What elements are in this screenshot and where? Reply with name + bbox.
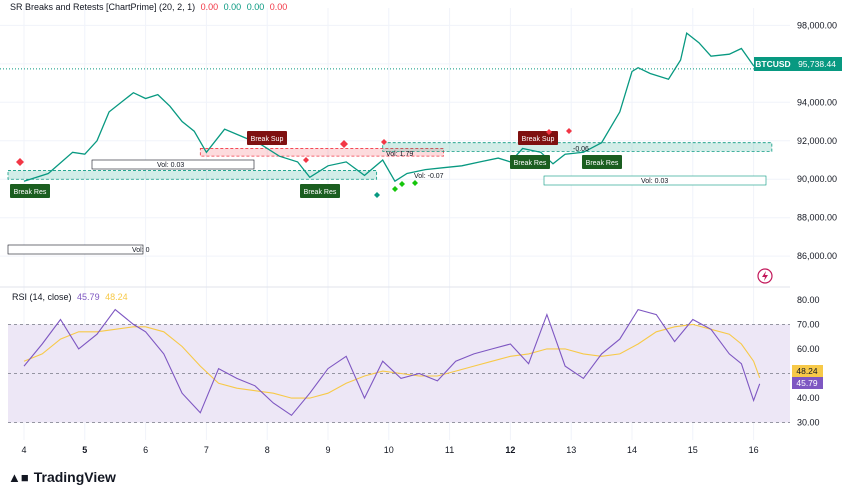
support-zone: [7, 170, 378, 180]
symbol-tag-price: 95,738.44: [798, 59, 836, 69]
break-sup-label: Break Sup: [522, 136, 555, 143]
time-axis-tick: 5: [82, 445, 87, 455]
sell-signal-marker: [16, 158, 24, 166]
break-res-label: Break Res: [304, 189, 337, 196]
price-axis-tick: 94,000.00: [797, 97, 837, 107]
rsi-legend[interactable]: RSI (14, close) 45.79 48.24: [12, 292, 128, 302]
time-axis-tick: 16: [749, 445, 759, 455]
time-axis-tick: 14: [627, 445, 637, 455]
tradingview-logo-icon: ▲■: [8, 470, 29, 485]
break-res-label: Break Res: [14, 189, 47, 196]
indicator-legend[interactable]: SR Breaks and Retests [ChartPrime] (20, …: [10, 2, 287, 12]
sr-annotations: Vol: 0.03 Vol: 0 Vol: 1.79 Vol: -0.07 Vo…: [7, 128, 767, 255]
price-axis: 86,000.00 88,000.00 90,000.00 92,000.00 94,0…: [797, 20, 837, 261]
alert-bolt-icon[interactable]: [757, 268, 773, 284]
brand-name: TradingView: [33, 469, 116, 485]
resistance-zone: [199, 148, 444, 157]
rsi-axis-tick: 70.00: [797, 319, 820, 329]
sell-signal-marker: [340, 140, 348, 148]
sell-signal-marker: [381, 139, 387, 145]
rsi-value-tags: 48.24 45.79: [792, 365, 823, 389]
rsi-line: [23, 308, 761, 417]
indicator-value: 0.00: [200, 2, 219, 12]
time-axis-tick: 12: [505, 445, 515, 455]
time-axis-tick: 8: [265, 445, 270, 455]
rsi-axis-tick: 80.00: [797, 295, 820, 305]
price-axis-tick: 90,000.00: [797, 174, 837, 184]
indicator-value: 0.00: [269, 2, 288, 12]
vol-label: -0.06: [573, 146, 589, 153]
price-axis-tick: 92,000.00: [797, 136, 837, 146]
support-zone: [382, 142, 773, 152]
sr-zones: [7, 142, 773, 180]
break-res-label: Break Res: [514, 160, 547, 167]
time-axis-tick: 11: [445, 445, 454, 455]
time-axis: 4 5 6 7 8 9 10 11 12 13 14 15 16: [21, 445, 758, 455]
rsi-name: RSI (14, close): [12, 292, 72, 302]
sell-signal-marker: [303, 157, 309, 163]
vol-label: Vol: 0: [132, 247, 150, 254]
buy-signal-marker: [399, 181, 405, 187]
vol-label: Vol: 0.03: [641, 178, 668, 185]
sell-signal-marker: [566, 128, 572, 134]
time-axis-tick: 9: [325, 445, 330, 455]
vol-label: Vol: -0.07: [414, 173, 444, 180]
tradingview-logo: ▲■ TradingView: [8, 469, 116, 485]
rsi-value: 45.79: [77, 292, 100, 302]
time-axis-tick: 4: [21, 445, 26, 455]
sell-signal-marker: [546, 129, 552, 135]
time-axis-tick: 13: [566, 445, 576, 455]
price-axis-tick: 98,000.00: [797, 20, 837, 30]
time-axis-tick: 10: [384, 445, 394, 455]
buy-signal-marker: [392, 186, 398, 192]
rsi-tag: 45.79: [796, 378, 818, 388]
buy-signal-marker: [374, 192, 380, 198]
rsi-ma-value: 48.24: [105, 292, 128, 302]
symbol-tag-label: BTCUSD: [755, 59, 790, 69]
price-axis-tick: 86,000.00: [797, 251, 837, 261]
indicator-value: 0.00: [223, 2, 242, 12]
rsi-axis-tick: 40.00: [797, 393, 820, 403]
break-sup-label: Break Sup: [251, 136, 284, 143]
price-axis-tick: 88,000.00: [797, 213, 837, 223]
price-series-line: [23, 31, 760, 183]
symbol-price-tag: BTCUSD 95,738.44: [754, 57, 842, 71]
rsi-axis-tick: 30.00: [797, 418, 820, 428]
vol-label: Vol: 0.03: [157, 162, 184, 169]
time-axis-tick: 15: [688, 445, 698, 455]
time-axis-tick: 6: [143, 445, 148, 455]
rsi-axis-tick: 60.00: [797, 344, 820, 354]
break-res-label: Break Res: [586, 160, 619, 167]
vol-label: Vol: 1.79: [386, 151, 413, 158]
buy-signal-marker: [412, 180, 418, 186]
time-axis-tick: 7: [204, 445, 209, 455]
indicator-name: SR Breaks and Retests [ChartPrime] (20, …: [10, 2, 196, 12]
indicator-value: 0.00: [246, 2, 265, 12]
rsi-ma-tag: 48.24: [796, 366, 818, 376]
rsi-ma-line: [23, 323, 761, 399]
